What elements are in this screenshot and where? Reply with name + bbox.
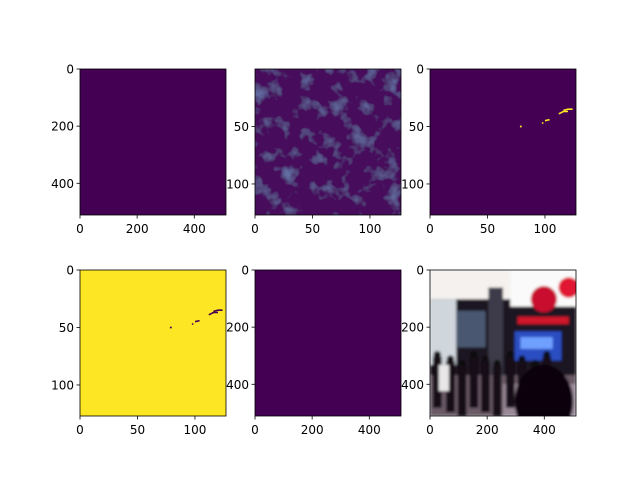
x-tick-label: 200 xyxy=(476,423,499,437)
x-tick-label: 50 xyxy=(130,423,145,437)
x-tick-label: 50 xyxy=(480,222,495,236)
y-tick-label: 0 xyxy=(416,264,424,278)
heatmap-image xyxy=(255,69,401,215)
x-tick-label: 400 xyxy=(533,423,556,437)
x-tick-label: 200 xyxy=(126,222,149,236)
y-tick-label: 0 xyxy=(241,264,249,278)
photo-image xyxy=(430,270,576,416)
x-tick-label: 100 xyxy=(359,222,382,236)
y-tick-label: 50 xyxy=(59,321,74,335)
x-tick-label: 100 xyxy=(534,222,557,236)
y-tick-label: 100 xyxy=(51,378,74,392)
panel-bottom-center: 0 200 400 0 200 400 xyxy=(226,264,402,437)
x-tick-label: 0 xyxy=(426,423,434,437)
axes-frame xyxy=(429,269,577,417)
x-tick-label: 0 xyxy=(426,222,434,236)
panel-bottom-left: 0 50 100 0 50 100 xyxy=(51,264,227,437)
image-mark xyxy=(544,118,550,122)
image-mark xyxy=(541,122,544,124)
y-tick-label: 400 xyxy=(226,378,249,392)
heatmap-image xyxy=(80,270,226,416)
axes-frame xyxy=(429,68,577,216)
image-mark xyxy=(558,110,568,115)
y-tick-label: 0 xyxy=(416,63,424,77)
y-tick-label: 200 xyxy=(51,120,74,134)
panel-top-right: 0 50 100 0 50 100 xyxy=(401,63,577,236)
panel-top-center: 0 50 100 50 100 xyxy=(226,68,402,236)
heatmap-image xyxy=(430,69,576,215)
y-tick-label: 400 xyxy=(401,378,424,392)
image-mark xyxy=(519,125,522,128)
y-tick-label: 100 xyxy=(226,177,249,191)
x-tick-label: 400 xyxy=(358,423,381,437)
y-tick-label: 400 xyxy=(51,177,74,191)
image-mark xyxy=(563,108,573,112)
y-tick-label: 100 xyxy=(401,177,424,191)
x-tick-label: 200 xyxy=(301,423,324,437)
y-tick-label: 0 xyxy=(66,264,74,278)
x-tick-label: 100 xyxy=(184,423,207,437)
image-mark xyxy=(208,311,218,316)
axes-frame xyxy=(254,269,402,417)
axes-frame xyxy=(79,68,227,216)
y-tick-label: 50 xyxy=(234,120,249,134)
y-tick-label: 0 xyxy=(66,63,74,77)
x-tick-label: 50 xyxy=(305,222,320,236)
heatmap-image xyxy=(255,270,401,416)
panel-bottom-right: 0 200 400 0 200 400 xyxy=(401,264,577,437)
y-tick-label: 50 xyxy=(409,120,424,134)
axes-frame xyxy=(79,269,227,417)
image-mark xyxy=(194,319,200,323)
heatmap-image xyxy=(80,69,226,215)
y-tick-label: 200 xyxy=(401,321,424,335)
x-tick-label: 0 xyxy=(76,423,84,437)
x-tick-label: 400 xyxy=(183,222,206,236)
x-tick-label: 0 xyxy=(251,423,259,437)
panel-top-left: 0 200 400 0 200 400 xyxy=(51,63,227,236)
axes-frame xyxy=(254,68,402,216)
image-mark xyxy=(213,309,223,313)
x-tick-label: 0 xyxy=(251,222,259,236)
image-mark xyxy=(191,323,194,325)
image-mark xyxy=(169,326,172,329)
y-tick-label: 200 xyxy=(226,321,249,335)
x-tick-label: 0 xyxy=(76,222,84,236)
